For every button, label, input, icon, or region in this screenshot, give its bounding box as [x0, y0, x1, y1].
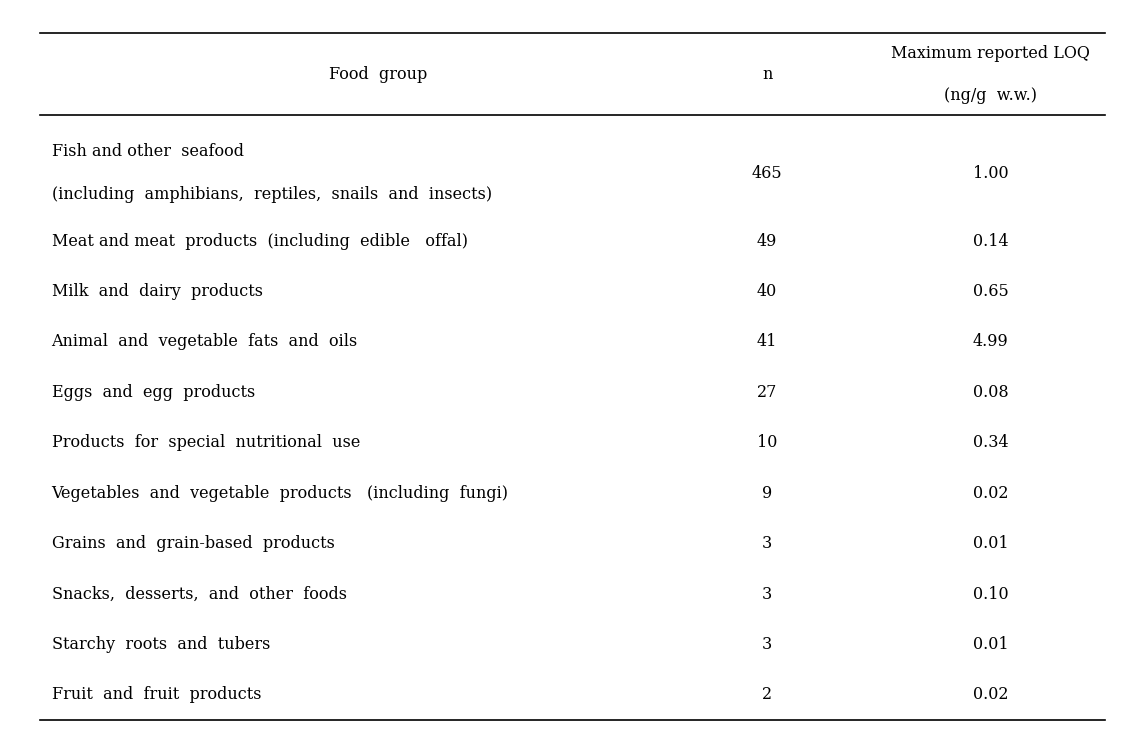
Text: 2: 2 — [763, 687, 772, 704]
Text: 0.01: 0.01 — [972, 535, 1009, 552]
Text: 0.10: 0.10 — [972, 586, 1009, 603]
Text: 0.02: 0.02 — [972, 485, 1009, 501]
Text: (ng/g  w.w.): (ng/g w.w.) — [943, 87, 1037, 103]
Text: 1.00: 1.00 — [972, 164, 1009, 182]
Text: (including  amphibians,  reptiles,  snails  and  insects): (including amphibians, reptiles, snails … — [52, 186, 491, 203]
Text: 0.02: 0.02 — [972, 687, 1009, 704]
Text: Snacks,  desserts,  and  other  foods: Snacks, desserts, and other foods — [52, 586, 347, 603]
Text: Animal  and  vegetable  fats  and  oils: Animal and vegetable fats and oils — [52, 333, 357, 350]
Text: Fish and other  seafood: Fish and other seafood — [52, 144, 244, 161]
Text: 3: 3 — [763, 636, 772, 653]
Text: 3: 3 — [763, 535, 772, 552]
Text: 3: 3 — [763, 586, 772, 603]
Text: Eggs  and  egg  products: Eggs and egg products — [52, 384, 255, 401]
Text: 0.14: 0.14 — [972, 233, 1009, 250]
Text: 465: 465 — [752, 164, 782, 182]
Text: Fruit  and  fruit  products: Fruit and fruit products — [52, 687, 261, 704]
Text: Food  group: Food group — [329, 66, 427, 83]
Text: Meat and meat  products  (including  edible   offal): Meat and meat products (including edible… — [52, 233, 467, 250]
Text: Maximum reported LOQ: Maximum reported LOQ — [891, 45, 1090, 62]
Text: Vegetables  and  vegetable  products   (including  fungi): Vegetables and vegetable products (inclu… — [52, 485, 508, 501]
Text: 0.08: 0.08 — [972, 384, 1009, 401]
Text: 27: 27 — [757, 384, 777, 401]
Text: 40: 40 — [757, 283, 777, 300]
Text: Milk  and  dairy  products: Milk and dairy products — [52, 283, 262, 300]
Text: 10: 10 — [757, 434, 777, 452]
Text: Grains  and  grain-based  products: Grains and grain-based products — [52, 535, 334, 552]
Text: Starchy  roots  and  tubers: Starchy roots and tubers — [52, 636, 270, 653]
Text: 0.34: 0.34 — [972, 434, 1009, 452]
Text: 41: 41 — [757, 333, 777, 350]
Text: 0.65: 0.65 — [972, 283, 1009, 300]
Text: 4.99: 4.99 — [972, 333, 1009, 350]
Text: Products  for  special  nutritional  use: Products for special nutritional use — [52, 434, 360, 452]
Text: 0.01: 0.01 — [972, 636, 1009, 653]
Text: 49: 49 — [757, 233, 777, 250]
Text: 9: 9 — [763, 485, 772, 501]
Text: n: n — [761, 66, 773, 83]
